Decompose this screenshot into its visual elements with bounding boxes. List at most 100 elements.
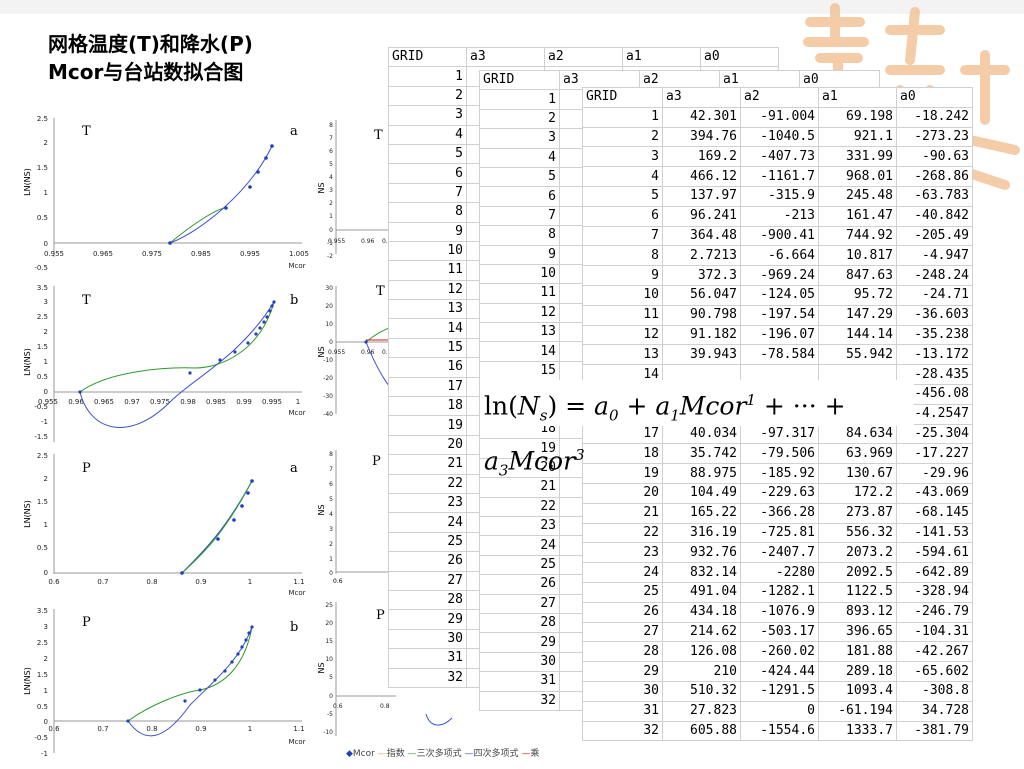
table-row: 19 88.975 -185.92 130.67 -29.96 — [582, 463, 973, 484]
table-cell: -900.41 — [740, 225, 819, 247]
table-cell: 34.728 — [896, 700, 973, 722]
table-cell: -78.584 — [740, 344, 819, 366]
xtick: 0.97 — [124, 398, 140, 406]
table-cell: 20 — [479, 457, 560, 479]
table-cell: 27.823 — [662, 700, 741, 722]
xtick: 0.985 — [206, 398, 226, 406]
table-cell: 2092.5 — [818, 562, 897, 583]
table-cell: 8 — [582, 245, 663, 267]
table-cell: 31 — [388, 648, 467, 669]
table-cell: -35.238 — [896, 324, 973, 346]
table-cell: 16 — [388, 357, 467, 378]
table-cell: 23 — [582, 542, 663, 564]
ytick: 2 — [329, 200, 333, 207]
xtick: 0.7 — [97, 725, 108, 733]
table-cell: 144.14 — [818, 324, 897, 346]
formula-lhs: ln( — [484, 391, 518, 421]
table-cell: 5 — [388, 143, 467, 165]
table-cell: 27 — [582, 621, 663, 643]
legend-line-power: — — [521, 749, 531, 759]
xtick: 0.8 — [380, 703, 390, 710]
legend-line-exp: — — [377, 749, 387, 759]
table-cell: -18.242 — [896, 106, 973, 128]
ytick: -10 — [323, 729, 333, 736]
ytick: 1 — [44, 521, 48, 529]
cubic-fit-line — [127, 626, 253, 722]
table-row: 20 104.49 -229.63 172.2 -43.069 — [582, 482, 973, 504]
column-header: a3 — [662, 87, 741, 108]
table-cell: 165.22 — [662, 502, 741, 524]
table-cell: -1282.1 — [740, 581, 819, 603]
ytick: 8 — [329, 451, 333, 458]
table-cell: 17 — [582, 423, 663, 445]
chart-right-t-2-svg: 30 20 10 0 -10 -20 -30 -40 0.955 0.96 0.… — [317, 284, 397, 418]
xtick: 0.7 — [97, 578, 108, 586]
table-cell: 11 — [388, 260, 467, 281]
table-cell: 6 — [388, 163, 467, 184]
xtick: 0.9 — [195, 725, 206, 733]
table-cell: -328.94 — [896, 581, 973, 603]
table-cell: 27 — [388, 570, 467, 591]
table-cell: -260.02 — [740, 641, 819, 663]
table-cell: 30 — [388, 628, 467, 650]
table-cell: 9 — [479, 244, 560, 265]
ytick: 2 — [44, 328, 48, 336]
watermark-logo — [803, 3, 1020, 190]
legend-item: 乘 — [530, 749, 540, 759]
table-row: 31 27.823 0 -61.194 34.728 — [582, 700, 973, 722]
table-cell: 29 — [479, 632, 560, 653]
table-cell: 21 — [582, 502, 663, 524]
table-cell: 29 — [582, 661, 663, 682]
table-cell: 434.18 — [662, 601, 741, 623]
table-cell: 466.12 — [662, 166, 741, 187]
ytick: 5 — [329, 496, 333, 503]
ytick: 0 — [329, 693, 333, 700]
formula-pow1: 1 — [746, 391, 756, 409]
chart-p-b: 3.5 3 2.5 2 1.5 1 0.5 0 -0.5 -1 0.6 0.7 … — [20, 605, 320, 765]
table-cell: 91.182 — [662, 324, 741, 346]
table-cell: 56.047 — [662, 284, 741, 306]
table-cell: 28 — [388, 589, 467, 611]
ytick: 2 — [44, 655, 48, 663]
table-cell: -246.79 — [896, 601, 973, 623]
data-points — [180, 479, 254, 575]
legend-line-cubic: — — [407, 749, 417, 759]
ytick: 1.5 — [37, 498, 48, 506]
ytick: 0 — [44, 569, 48, 577]
table-cell: -1291.5 — [740, 680, 819, 702]
ytick: 5 — [329, 674, 333, 681]
table-row: 30 510.32 -1291.5 1093.4 -308.8 — [582, 680, 973, 702]
column-header: a1 — [622, 46, 701, 68]
table-cell: 14 — [388, 318, 467, 339]
table-cell: -308.8 — [896, 680, 973, 702]
chart-right-p-1-svg: 8 7 6 5 4 3 2 1 0 0.6 NS P — [317, 450, 396, 585]
y-axis-label: NS — [317, 182, 326, 193]
chart-legend: ◆Mcor —指数 —三次多项式 —四次多项式 —乘 — [346, 746, 539, 759]
table-cell: 13 — [388, 299, 467, 320]
table-cell: 19 — [582, 463, 663, 484]
table-cell: 893.12 — [818, 601, 897, 623]
ytick: 2 — [329, 541, 333, 548]
formula-eq: ) = — [547, 391, 595, 421]
ytick: 6 — [329, 481, 333, 488]
xtick: 0.955 — [328, 349, 345, 356]
table-cell: 1093.4 — [818, 680, 897, 702]
table-cell: 28 — [479, 612, 560, 634]
table-row: 28 126.08 -260.02 181.88 -42.267 — [582, 641, 973, 663]
y-axis-label: LN(NS) — [23, 500, 32, 528]
x-axis-label: Mcor — [288, 409, 305, 417]
ytick: -0.5 — [34, 734, 48, 742]
table-cell: 2.7213 — [662, 245, 741, 267]
ytick: -1.5 — [34, 433, 48, 441]
table-cell: 1333.7 — [818, 720, 897, 742]
table-cell: 15 — [388, 337, 467, 359]
table-cell: 289.18 — [818, 661, 897, 682]
xtick: 1 — [248, 578, 252, 586]
formula-n: N — [517, 391, 540, 421]
xtick: 0.6 — [48, 578, 60, 586]
column-header: a0 — [896, 87, 973, 108]
table-cell: -124.05 — [740, 284, 819, 306]
table-cell: -594.61 — [896, 542, 973, 564]
table-row: 24 832.14 -2280 2092.5 -642.89 — [582, 562, 973, 583]
ytick: -2 — [327, 253, 333, 260]
